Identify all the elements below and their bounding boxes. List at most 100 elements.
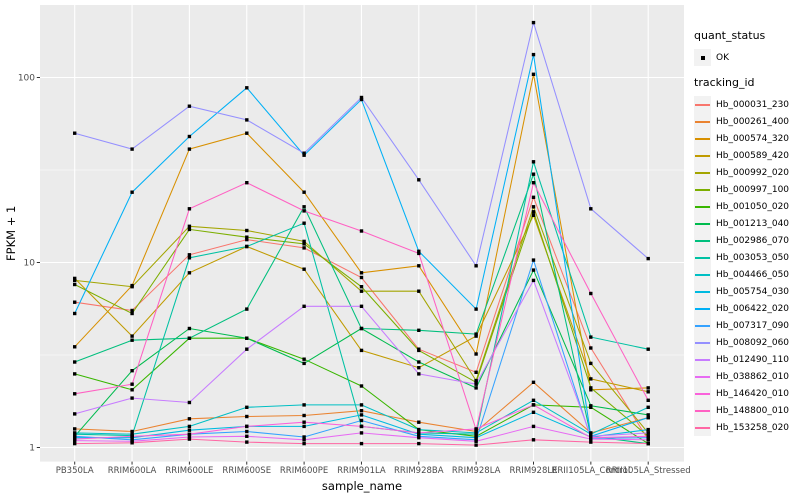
legend-key-line-icon: [694, 402, 711, 419]
legend-entry-Hb_148800_010: Hb_148800_010: [694, 402, 798, 419]
data-point: [474, 307, 478, 311]
data-point: [646, 390, 650, 394]
legend-label: Hb_008092_060: [716, 337, 790, 348]
data-point: [474, 386, 478, 390]
ok-point-key: [694, 49, 711, 66]
data-point: [245, 336, 249, 340]
legend-key-line-icon: [694, 181, 711, 198]
data-point: [245, 181, 249, 185]
data-point: [245, 235, 249, 239]
legend-color-line: [695, 273, 710, 276]
legend-key-line-icon: [694, 283, 711, 300]
data-point: [130, 434, 134, 438]
data-point: [245, 228, 249, 233]
data-point: [474, 332, 478, 336]
legend-label: Hb_148800_010: [716, 405, 790, 416]
legend-label: Hb_006422_020: [716, 303, 790, 314]
data-point: [531, 213, 536, 217]
data-point: [73, 431, 77, 435]
data-point: [302, 246, 306, 250]
data-point: [245, 424, 249, 429]
legend-entry-Hb_001213_040: Hb_001213_040: [694, 215, 798, 232]
legend-color-line: [695, 375, 710, 378]
legend-key-line-icon: [694, 232, 711, 249]
data-point: [531, 160, 536, 164]
data-point: [417, 420, 421, 424]
legend-key-line-icon: [694, 96, 711, 113]
data-point: [474, 264, 478, 268]
data-point: [474, 439, 478, 443]
y-tick-label: 1: [29, 444, 35, 454]
data-point: [130, 338, 134, 342]
data-point: [531, 268, 536, 272]
legend-key-line-icon: [694, 317, 711, 334]
data-point: [589, 291, 593, 296]
legend-entry-Hb_001050_020: Hb_001050_020: [694, 198, 798, 215]
data-point: [73, 427, 77, 431]
legend-label: Hb_038862_010: [716, 371, 790, 382]
data-point: [187, 271, 192, 275]
legend-label-ok: OK: [716, 52, 729, 63]
legend-key-line-icon: [694, 334, 711, 351]
data-point: [245, 434, 249, 438]
data-point: [130, 388, 134, 392]
data-point: [302, 221, 306, 225]
data-point: [302, 441, 306, 446]
legend-color-line: [695, 358, 710, 361]
data-point: [302, 190, 306, 194]
legend-label: Hb_146420_010: [716, 388, 790, 399]
data-point: [646, 405, 650, 409]
data-point: [531, 52, 536, 57]
data-point: [646, 413, 650, 417]
legend-entry-Hb_000574_320: Hb_000574_320: [694, 130, 798, 147]
data-point: [245, 429, 249, 434]
data-point: [646, 347, 650, 351]
legend-color-line: [695, 205, 710, 208]
data-point: [73, 412, 77, 416]
legend-entry-Hb_007317_090: Hb_007317_090: [694, 317, 798, 334]
legend-key-line-icon: [694, 266, 711, 283]
data-point: [302, 424, 306, 429]
legend-color-line: [695, 409, 710, 412]
data-point: [531, 205, 536, 209]
data-point: [417, 348, 421, 353]
data-point: [359, 95, 364, 100]
data-point: [474, 436, 478, 440]
legend-entry-Hb_004466_050: Hb_004466_050: [694, 266, 798, 283]
data-point: [417, 289, 421, 293]
data-point: [73, 392, 77, 396]
data-point: [359, 409, 364, 413]
data-point: [589, 346, 593, 350]
data-point: [646, 415, 650, 420]
data-point: [302, 242, 306, 246]
legend-entry-Hb_146420_010: Hb_146420_010: [694, 385, 798, 402]
data-point: [187, 147, 192, 151]
data-point: [531, 20, 536, 25]
data-point: [474, 334, 478, 338]
legend-key-line-icon: [694, 215, 711, 232]
data-point: [589, 432, 593, 436]
data-point: [359, 304, 364, 308]
legend-key-line-icon: [694, 368, 711, 385]
data-point: [73, 437, 77, 441]
legend-color-line: [695, 137, 710, 140]
data-point: [589, 335, 593, 339]
data-point: [73, 131, 77, 135]
legend-title-quant-status: quant_status: [694, 29, 766, 42]
legend-entry-Hb_002986_070: Hb_002986_070: [694, 232, 798, 249]
data-point: [531, 181, 536, 185]
data-point: [187, 432, 192, 436]
data-point: [646, 438, 650, 442]
x-tick-label: RRII105LA_Control: [551, 466, 630, 476]
x-axis-title: sample_name: [322, 479, 402, 493]
legend-key-line-icon: [694, 300, 711, 317]
legend-series-list: Hb_000031_230 Hb_000261_400 Hb_000574_320 H…: [694, 96, 798, 436]
x-tick-label: RRII105LA_Stressed: [606, 466, 691, 476]
data-point: [589, 361, 593, 366]
legend-entry-Hb_153258_020: Hb_153258_020: [694, 419, 798, 436]
x-tick-label: RRIM928LA: [452, 466, 501, 476]
data-point: [474, 370, 478, 374]
data-point: [302, 209, 306, 213]
